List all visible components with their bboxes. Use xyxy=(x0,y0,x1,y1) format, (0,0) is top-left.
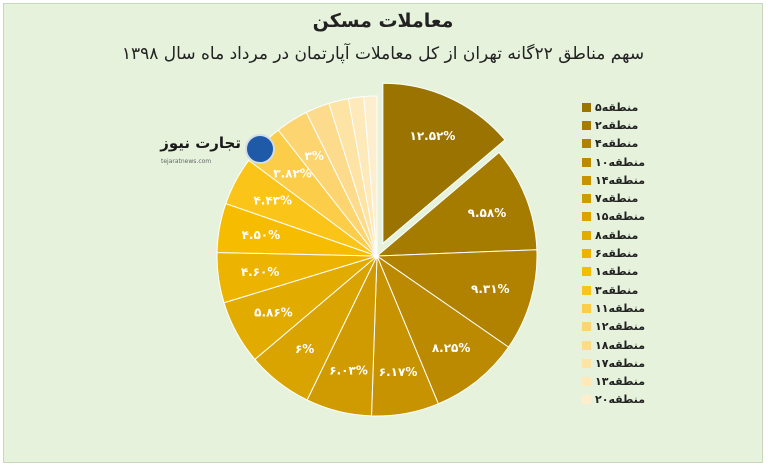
legend-label: منطقه۷ xyxy=(595,192,639,206)
logo-text: تجارت نیوز xyxy=(160,134,241,152)
slice-label-13: ۳% xyxy=(305,149,324,163)
legend-swatch xyxy=(582,102,591,112)
logo-arrow-icon xyxy=(245,134,275,164)
legend-label: منطقه۲ xyxy=(595,118,639,132)
chart-title: معاملات مسکن xyxy=(312,10,454,32)
slice-label-4: ۸.۲۵% xyxy=(432,341,471,355)
legend-swatch xyxy=(582,267,591,277)
pie-slice-3 xyxy=(375,249,538,348)
slice-label-5: ۶.۱۷% xyxy=(379,365,418,379)
pie-slice-1 xyxy=(382,82,506,245)
chart-frame: معاملات مسکن سهم مناطق ۲۲گانه تهران از ک… xyxy=(3,3,763,463)
chart-legend: منطقه۵ منطقه۲ منطقه۴ منطقه۱۰ منطقه۱۴ منطقه۷ من… xyxy=(582,98,712,409)
slice-label-10: ۴.۵۰% xyxy=(242,228,281,242)
legend-swatch xyxy=(582,157,591,167)
legend-item: منطقه۱۵ xyxy=(582,208,712,226)
slice-label-2: ۹.۵۸% xyxy=(468,206,507,220)
legend-swatch xyxy=(582,358,591,368)
pie-slice-4 xyxy=(375,254,510,405)
legend-label: منطقه۵ xyxy=(595,100,639,114)
legend-label: منطقه۱۲ xyxy=(595,320,646,334)
legend-item: منطقه۷ xyxy=(582,189,712,207)
legend-label: منطقه۴ xyxy=(595,137,639,151)
legend-swatch xyxy=(582,285,591,295)
legend-swatch xyxy=(582,212,591,222)
legend-label: منطقه۱۷ xyxy=(595,356,646,370)
legend-label: منطقه۳ xyxy=(595,283,639,297)
legend-swatch xyxy=(582,120,591,130)
legend-label: منطقه۱ xyxy=(595,265,639,279)
slice-label-6: ۶.۰۳% xyxy=(329,364,368,378)
legend-swatch xyxy=(582,249,591,259)
legend-item: منطقه۲ xyxy=(582,116,712,134)
legend-item: منطقه۱۸ xyxy=(582,336,712,354)
legend-swatch xyxy=(582,230,591,240)
legend-item: منطقه۵ xyxy=(582,98,712,116)
legend-swatch xyxy=(582,139,591,149)
legend-item: منطقه۲۰ xyxy=(582,391,712,409)
legend-swatch xyxy=(582,303,591,313)
legend-item: منطقه۱۳ xyxy=(582,372,712,390)
slice-label-7: ۶% xyxy=(295,342,314,356)
legend-label: منطقه۱۱ xyxy=(595,301,646,315)
legend-item: منطقه۴ xyxy=(582,135,712,153)
legend-label: منطقه۱۰ xyxy=(595,155,646,169)
legend-swatch xyxy=(582,395,591,405)
legend-item: منطقه۱۷ xyxy=(582,354,712,372)
legend-label: منطقه۱۵ xyxy=(595,210,646,224)
slice-label-1: ۱۲.۵۲% xyxy=(410,129,456,143)
legend-item: منطقه۶ xyxy=(582,244,712,262)
slice-label-11: ۴.۴۳% xyxy=(253,194,292,208)
pie-slice-2 xyxy=(375,151,538,257)
legend-label: منطقه۱۳ xyxy=(595,375,646,389)
pie-slice-17 xyxy=(363,95,378,257)
legend-item: منطقه۳ xyxy=(582,281,712,299)
slice-label-12: ۳.۸۲% xyxy=(273,167,312,181)
legend-label: منطقه۱۴ xyxy=(595,173,646,187)
slice-label-3: ۹.۳۱% xyxy=(471,282,510,296)
legend-item: منطقه۱۰ xyxy=(582,153,712,171)
legend-label: منطقه۶ xyxy=(595,247,639,261)
legend-swatch xyxy=(582,340,591,350)
brand-logo: تجارت نیوز tejaratnews.com xyxy=(159,132,279,172)
chart-subtitle: سهم مناطق ۲۲گانه تهران از کل معاملات آپا… xyxy=(121,44,645,64)
legend-swatch xyxy=(582,194,591,204)
legend-item: منطقه۱۲ xyxy=(582,318,712,336)
legend-item: منطقه۱۱ xyxy=(582,299,712,317)
slice-label-9: ۴.۶۰% xyxy=(241,265,280,279)
legend-label: منطقه۱۸ xyxy=(595,338,646,352)
slice-label-8: ۵.۸۶% xyxy=(254,306,293,320)
legend-label: منطقه۸ xyxy=(595,228,639,242)
legend-swatch xyxy=(582,377,591,387)
legend-label: منطقه۲۰ xyxy=(595,393,646,407)
legend-swatch xyxy=(582,322,591,332)
legend-item: منطقه۱ xyxy=(582,263,712,281)
pie-chart: ۱۲.۵۲% ۹.۵۸% ۹.۳۱% ۸.۲۵% ۶.۱۷% ۶.۰۳% ۶% ۵.۸۶% ۴.… xyxy=(216,82,538,417)
legend-item: منطقه۱۴ xyxy=(582,171,712,189)
legend-item: منطقه۸ xyxy=(582,226,712,244)
legend-swatch xyxy=(582,175,591,185)
logo-url: tejaratnews.com xyxy=(161,158,212,165)
